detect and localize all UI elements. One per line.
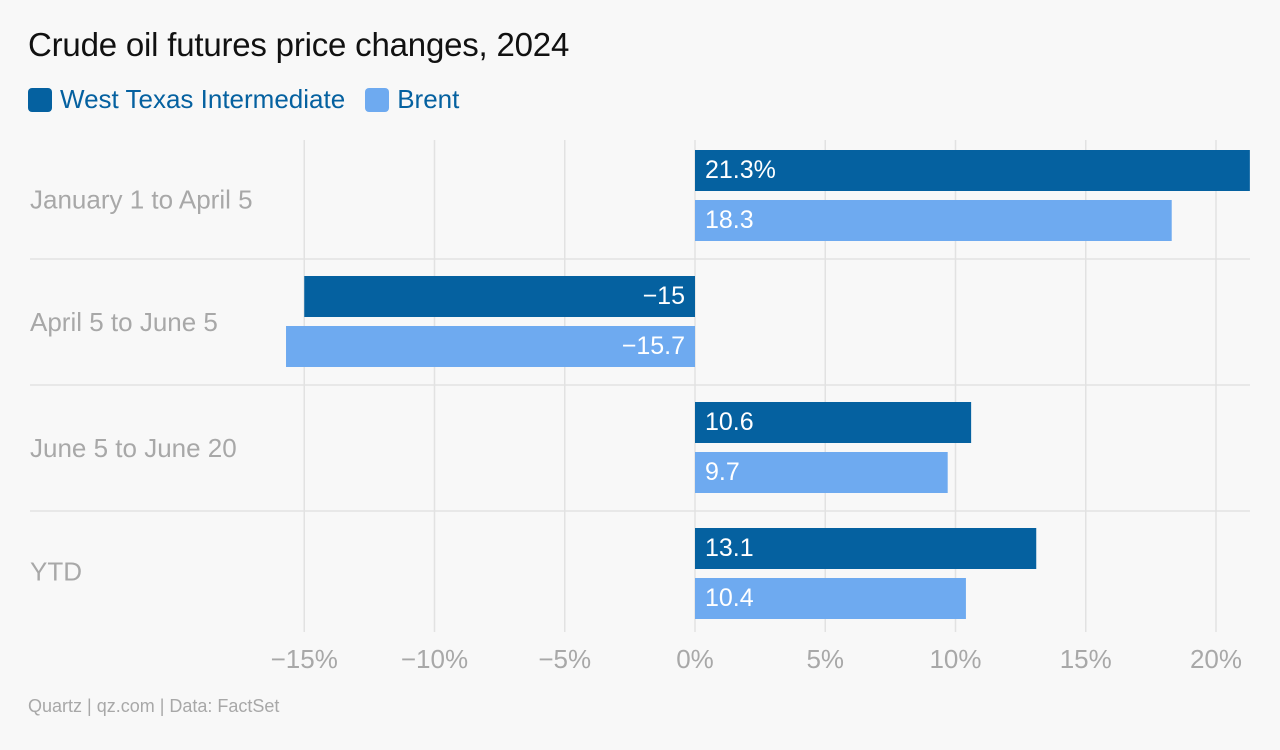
data-label: 9.7 — [705, 458, 740, 486]
chart-title: Crude oil futures price changes, 2024 — [28, 26, 570, 63]
category-label: January 1 to April 5 — [30, 184, 253, 214]
x-tick-label: 0% — [676, 644, 714, 674]
bar-wti — [695, 150, 1250, 191]
legend-item-wti: West Texas Intermediate — [28, 84, 345, 115]
bar-brent — [286, 326, 695, 367]
x-tick-label: 10% — [929, 644, 981, 674]
category-label: April 5 to June 5 — [30, 307, 218, 337]
data-label: 21.3% — [705, 156, 776, 184]
bar-wti — [304, 276, 695, 317]
bar-wti — [695, 402, 972, 443]
bar-wti — [695, 528, 1037, 569]
data-label: −15.7 — [622, 332, 685, 360]
bar-brent — [695, 200, 1172, 241]
category-label: June 5 to June 20 — [30, 433, 237, 463]
x-tick-label: −15% — [271, 644, 338, 674]
legend-swatch-brent — [365, 87, 390, 112]
x-tick-label: −10% — [401, 644, 468, 674]
x-tick-label: −5% — [538, 644, 591, 674]
legend-label-brent: Brent — [397, 84, 460, 114]
x-tick-label: 20% — [1190, 644, 1242, 674]
category-label: YTD — [30, 556, 82, 586]
bar-brent — [695, 452, 948, 493]
x-tick-label: 15% — [1060, 644, 1112, 674]
legend-swatch-wti — [28, 87, 52, 112]
legend-label-wti: West Texas Intermediate — [60, 84, 346, 114]
data-label: −15 — [643, 282, 685, 310]
legend: West Texas Intermediate Brent — [28, 84, 479, 115]
data-label: 13.1 — [705, 534, 754, 562]
bar-brent — [695, 578, 966, 619]
data-label: 10.4 — [705, 584, 754, 612]
legend-item-brent: Brent — [365, 84, 459, 115]
data-label: 10.6 — [705, 408, 754, 436]
x-tick-label: 5% — [806, 644, 844, 674]
source-note: Quartz | qz.com | Data: FactSet — [28, 696, 280, 716]
data-label: 18.3 — [705, 206, 754, 234]
